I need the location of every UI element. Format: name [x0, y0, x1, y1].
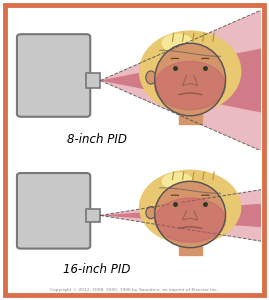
- Ellipse shape: [200, 202, 210, 207]
- Text: Copyright © 2012, 2008, 2000, 1996 by Saunders, an imprint of Elsevier Inc.: Copyright © 2012, 2008, 2000, 1996 by Sa…: [51, 288, 218, 292]
- Ellipse shape: [200, 66, 210, 71]
- Bar: [179, 238, 201, 255]
- Polygon shape: [100, 46, 269, 115]
- Polygon shape: [100, 203, 269, 228]
- Ellipse shape: [155, 61, 225, 110]
- Bar: [179, 106, 201, 124]
- Text: 8-inch PID: 8-inch PID: [67, 134, 126, 146]
- Ellipse shape: [162, 173, 193, 190]
- Ellipse shape: [162, 34, 193, 52]
- Ellipse shape: [146, 71, 156, 84]
- Ellipse shape: [170, 202, 180, 207]
- Ellipse shape: [155, 198, 225, 242]
- Bar: [86, 209, 100, 222]
- Polygon shape: [100, 4, 269, 156]
- Ellipse shape: [155, 181, 225, 248]
- Ellipse shape: [146, 207, 156, 219]
- FancyBboxPatch shape: [17, 173, 90, 249]
- Bar: [86, 74, 100, 88]
- Circle shape: [140, 170, 241, 244]
- Text: 16-inch PID: 16-inch PID: [63, 263, 130, 276]
- Ellipse shape: [155, 43, 225, 116]
- FancyBboxPatch shape: [17, 34, 90, 117]
- Ellipse shape: [170, 66, 180, 71]
- Circle shape: [140, 31, 241, 112]
- Polygon shape: [100, 188, 269, 243]
